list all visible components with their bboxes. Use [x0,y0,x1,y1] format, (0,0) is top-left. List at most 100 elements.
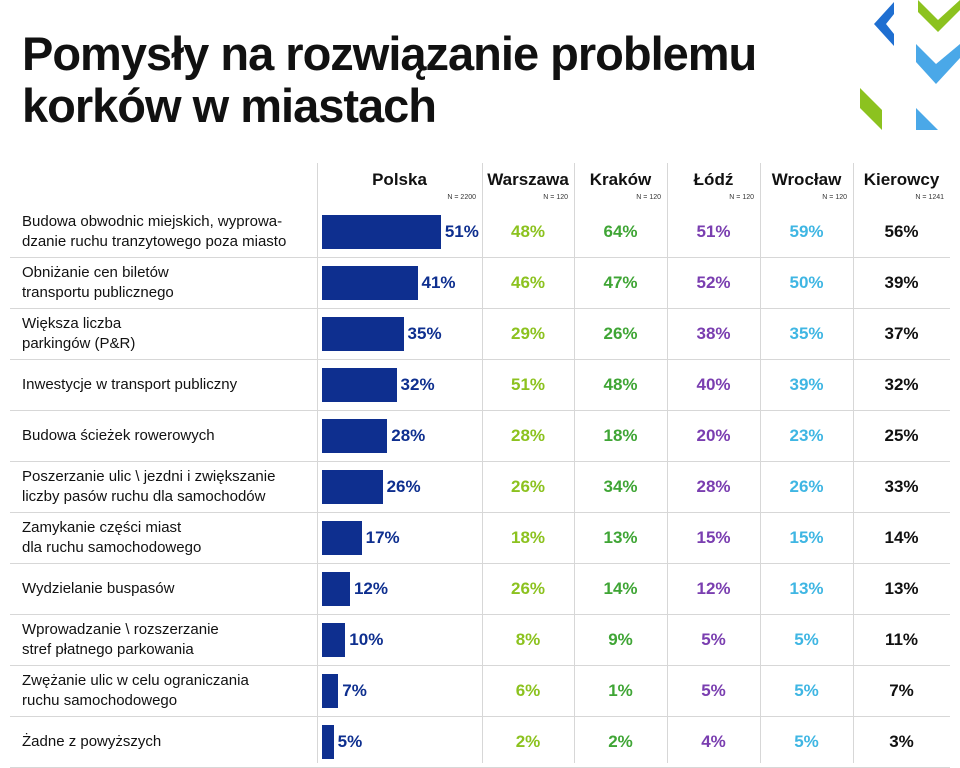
bar-polska [322,316,404,351]
column-divider-warszawa [482,163,483,763]
bar-polska [322,418,388,453]
row-label: Budowa ścieżek rowerowych [22,426,215,444]
value-kierowcy: 13% [884,578,919,598]
value-lodz: 4% [701,731,726,751]
title-line-2: korków w miastach [22,79,437,132]
chevron-down-blue-icon [916,44,960,84]
bar-polska [322,367,397,402]
sample-size-wroclaw: N = 120 [822,194,847,201]
column-divider-lodz [667,163,668,763]
value-warszawa: 51% [510,374,546,394]
value-krakow: 18% [603,425,638,445]
value-wroclaw: 39% [789,374,824,394]
bar-polska [322,520,362,555]
row-label: Inwestycje w transport publiczny [22,375,238,393]
value-lodz: 40% [696,374,731,394]
value-kierowcy: 11% [884,629,919,649]
value-warszawa: 8% [515,629,541,649]
decorative-chevrons [860,0,960,130]
row-divider [10,563,950,564]
row-label: Wprowadzanie \ rozszerzanie stref płatne… [22,620,219,658]
value-lodz: 15% [696,527,731,547]
value-warszawa: 26% [510,476,546,496]
row-divider [10,461,950,462]
triangle-light-blue-icon [916,108,938,130]
column-divider-wroclaw [760,163,761,763]
value-wroclaw: 35% [789,323,824,343]
value-krakow: 2% [608,731,633,751]
bar-value-label: 5% [337,731,363,751]
value-warszawa: 6% [515,680,541,700]
row-divider [10,359,950,360]
value-krakow: 64% [603,221,638,241]
bar-polska [322,724,334,759]
bar-value-label: 7% [342,680,367,700]
sample-size-krakow: N = 120 [636,194,661,201]
column-header-polska: Polska [372,170,427,189]
sample-size-lodz: N = 120 [729,194,754,201]
value-kierowcy: 32% [884,374,919,394]
row-divider [10,614,950,615]
column-divider-polska [317,163,318,763]
bar-value-label: 28% [391,425,426,445]
column-header-krakow: Kraków [589,170,652,189]
value-kierowcy: 25% [884,425,919,445]
row-label: Żadne z powyższych [22,732,162,750]
value-lodz: 28% [696,476,731,496]
value-warszawa: 28% [510,425,546,445]
row-divider [10,410,950,411]
value-warszawa: 2% [515,731,541,751]
page-title: Pomysły na rozwiązanie problemu korków w… [22,28,842,132]
chevron-green-icon [860,88,882,130]
bar-value-label: 32% [400,374,435,394]
bar-polska [322,214,441,249]
value-kierowcy: 37% [884,323,919,343]
bar-value-label: 10% [349,629,384,649]
value-wroclaw: 15% [789,527,824,547]
value-krakow: 47% [603,272,638,292]
value-lodz: 5% [701,680,726,700]
value-lodz: 38% [696,323,731,343]
bar-polska [322,265,418,300]
value-krakow: 48% [603,374,638,394]
value-krakow: 34% [603,476,638,496]
value-wroclaw: 59% [789,221,824,241]
value-lodz: 20% [696,425,731,445]
column-header-kierowcy: Kierowcy [863,170,940,189]
row-divider [10,257,950,258]
value-wroclaw: 50% [789,272,824,292]
column-header-wroclaw: Wrocław [771,170,842,189]
bar-polska [322,571,350,606]
value-krakow: 9% [608,629,633,649]
value-lodz: 52% [696,272,731,292]
column-header-warszawa: Warszawa [487,170,569,189]
value-krakow: 1% [608,680,633,700]
value-kierowcy: 39% [884,272,919,292]
row-label: Wydzielanie buspasów [22,579,175,597]
row-label: Większa liczba parkingów (P&R) [22,314,136,352]
bar-polska [322,622,346,657]
column-divider-krakow [574,163,575,763]
row-label: Budowa obwodnic miejskich, wyprowa- dzan… [22,212,287,250]
row-label: Obniżanie cen biletów transportu publicz… [22,263,174,301]
value-wroclaw: 26% [789,476,824,496]
value-wroclaw: 5% [794,731,819,751]
value-wroclaw: 5% [794,629,819,649]
value-wroclaw: 13% [789,578,824,598]
bar-value-label: 41% [421,272,456,292]
value-lodz: 51% [696,221,731,241]
value-kierowcy: 7% [889,680,914,700]
value-kierowcy: 56% [884,221,919,241]
value-krakow: 14% [603,578,638,598]
row-divider [10,512,950,513]
row-label: Poszerzanie ulic \ jezdni i zwiększanie … [22,467,276,505]
row-divider [10,308,950,309]
value-wroclaw: 5% [794,680,819,700]
bar-value-label: 26% [386,476,421,496]
value-warszawa: 29% [510,323,546,343]
value-warszawa: 18% [510,527,546,547]
value-warszawa: 26% [510,578,546,598]
value-warszawa: 46% [510,272,546,292]
title-line-1: Pomysły na rozwiązanie problemu [22,27,757,80]
